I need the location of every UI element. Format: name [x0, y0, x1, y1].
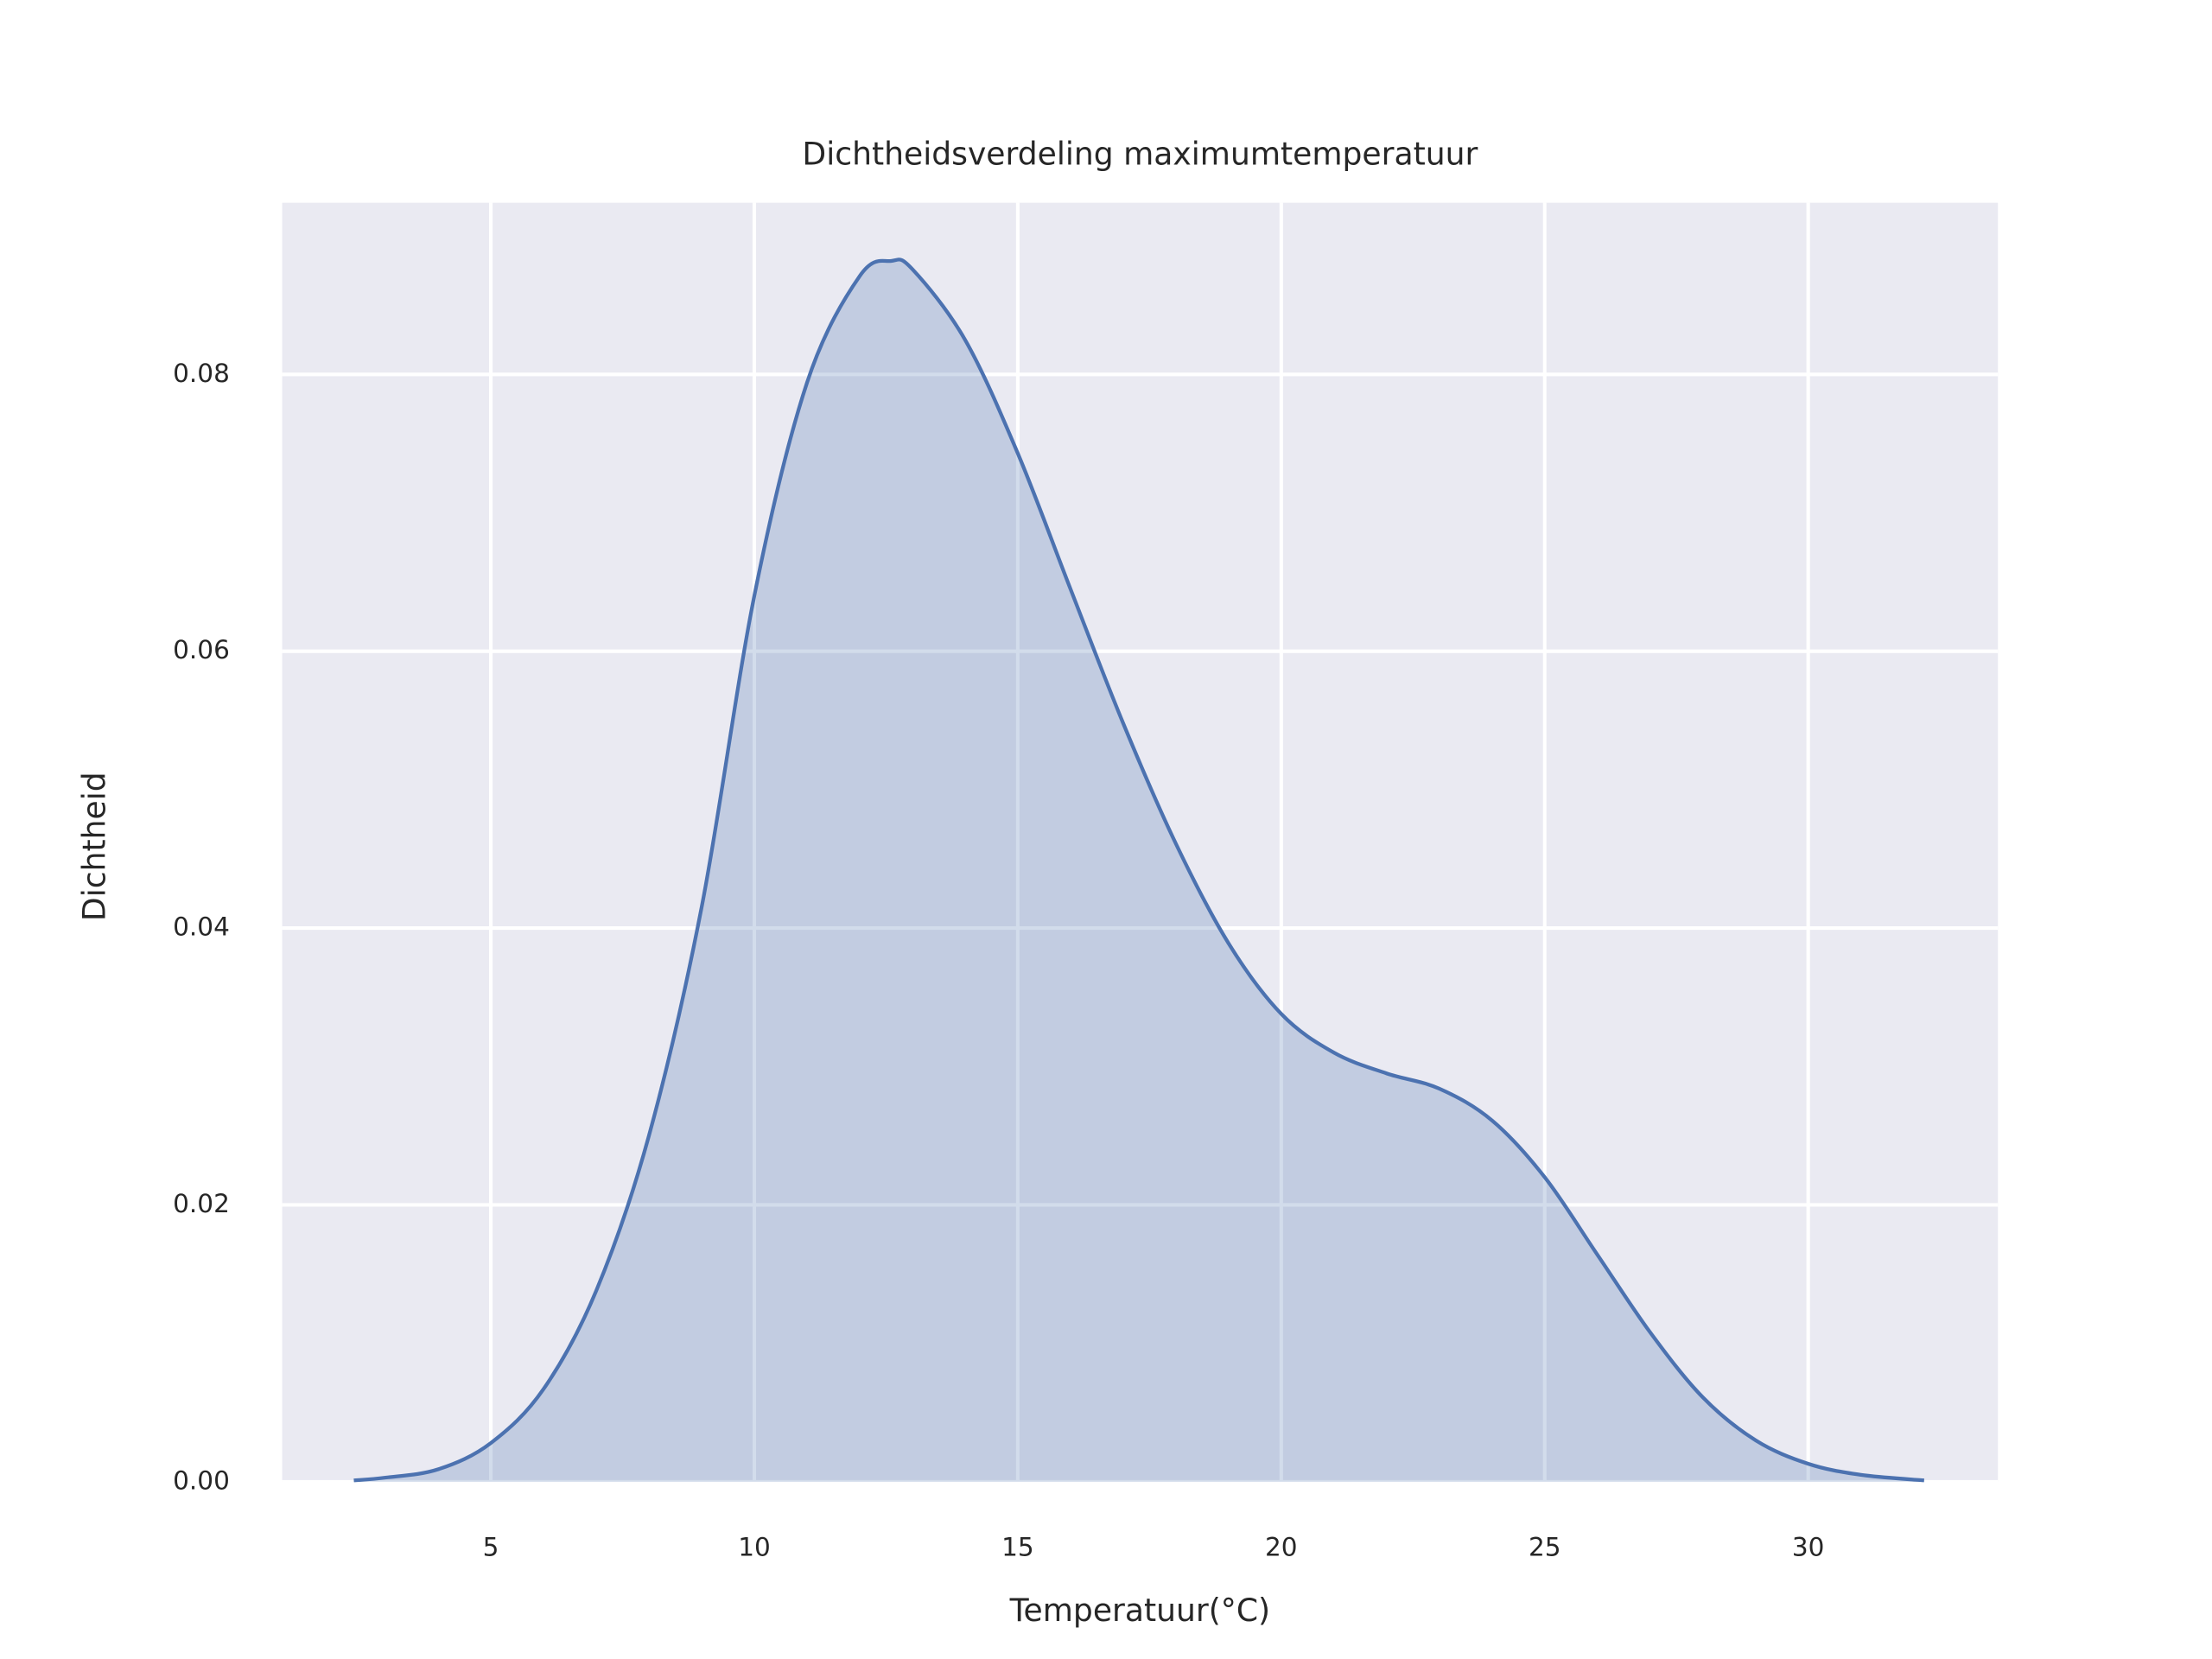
- chart-title: Dichtheidsverdeling maximumtemperatuur: [802, 136, 1478, 173]
- x-tick-label: 20: [1265, 1533, 1298, 1562]
- y-tick-label: 0.06: [173, 635, 230, 664]
- y-axis-label: Dichtheid: [76, 772, 113, 921]
- x-tick-label: 15: [1001, 1533, 1034, 1562]
- y-tick-label: 0.00: [173, 1465, 230, 1495]
- plot-background: [282, 202, 1999, 1482]
- y-tick-label: 0.04: [173, 912, 230, 942]
- x-tick-label: 25: [1529, 1533, 1561, 1562]
- y-tick-label: 0.02: [173, 1189, 230, 1218]
- grid: [282, 202, 1999, 1484]
- density-area: [353, 259, 1924, 1482]
- x-tick-label: 30: [1792, 1533, 1825, 1562]
- y-tick-label: 0.08: [173, 359, 230, 388]
- marks: [353, 257, 1925, 1483]
- x-tick-label: 5: [483, 1533, 499, 1562]
- density-line: [353, 257, 1925, 1483]
- x-axis-label: Temperatuur(°C): [1009, 1592, 1271, 1629]
- x-tick-label: 10: [738, 1533, 771, 1562]
